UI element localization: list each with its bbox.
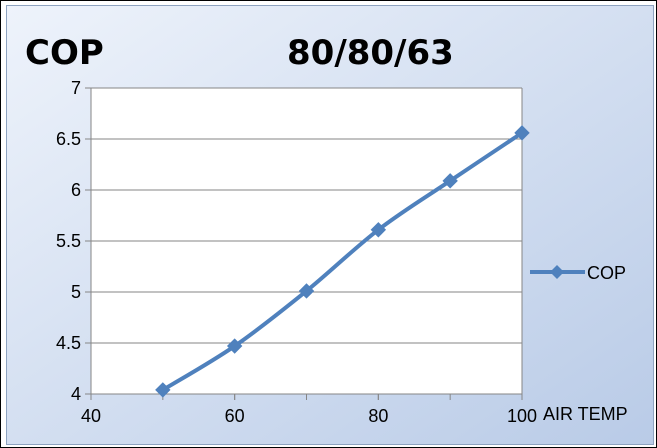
chart-frame: COP 80/80/63 4 4.5 5 5.5 6 6.5 7 40 60 80 100 AIR… <box>6 5 654 445</box>
y-tick-label: 6.5 <box>56 129 81 149</box>
series-layer <box>155 125 530 398</box>
x-tick-label: 100 <box>507 406 537 426</box>
data-point-marker <box>226 338 243 354</box>
chart-title-left: COP <box>25 33 104 73</box>
x-tick-label: 80 <box>368 406 388 426</box>
legend: COP <box>530 263 626 283</box>
legend-label: COP <box>587 263 626 283</box>
data-point-marker <box>370 222 387 238</box>
x-tick-label: 60 <box>225 406 245 426</box>
data-point-marker <box>155 382 171 398</box>
y-tick-label: 5 <box>71 282 81 302</box>
x-tick-label: 40 <box>81 406 101 426</box>
data-point-marker <box>298 283 315 299</box>
x-axis-label: AIR TEMP <box>543 404 628 424</box>
y-tick-label: 4.5 <box>56 333 81 353</box>
y-tick-label: 7 <box>71 78 81 98</box>
cop-chart: COP 80/80/63 4 4.5 5 5.5 6 6.5 7 40 60 80 100 AIR… <box>7 6 653 444</box>
series-line-cop <box>161 131 524 392</box>
x-axis-ticks: 40 60 80 100 <box>81 394 537 426</box>
data-point-marker <box>514 125 530 141</box>
y-tick-label: 4 <box>71 384 81 404</box>
data-point-marker <box>442 173 458 189</box>
legend-marker <box>550 265 564 279</box>
y-axis-ticks: 4 4.5 5 5.5 6 6.5 7 <box>56 78 91 404</box>
y-tick-label: 6 <box>71 180 81 200</box>
y-tick-label: 5.5 <box>56 231 81 251</box>
chart-title-right: 80/80/63 <box>287 33 454 73</box>
